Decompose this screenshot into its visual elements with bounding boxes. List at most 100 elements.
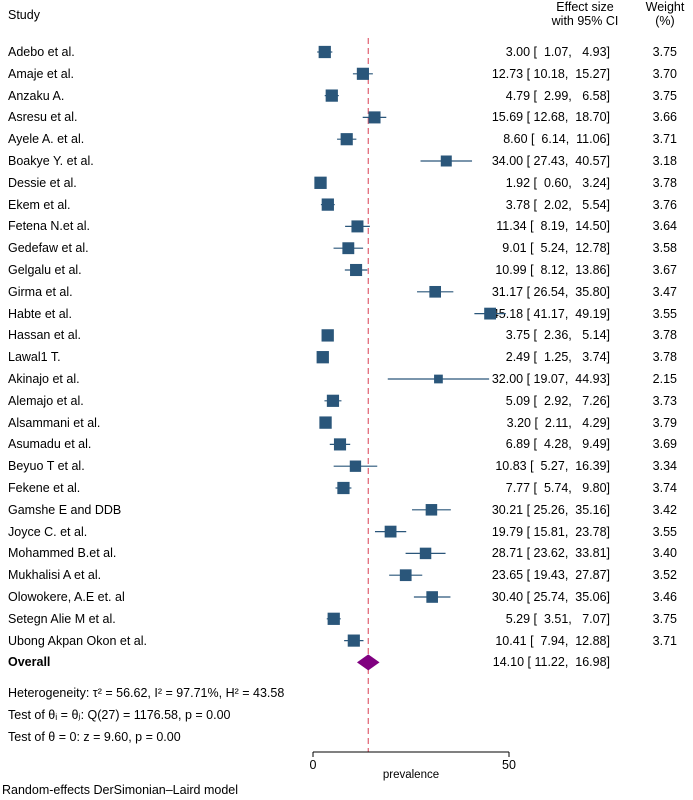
study-label: Hassan et al.	[8, 328, 81, 343]
column-header-weight: Weight (%)	[640, 0, 690, 28]
study-weight: 3.75	[652, 45, 677, 59]
study-effect-ci: 11.34 [ 8.19, 14.50]	[496, 219, 610, 234]
study-effect-ci: 30.40 [ 25.74, 35.06]	[491, 590, 610, 604]
study-marker	[368, 111, 381, 124]
study-effect-ci: 30.21 [ 25.26, 35.16]	[491, 502, 610, 517]
study-effect-ci: 2.49 [ 1.25, 3.74]	[502, 350, 610, 365]
study-label: Lawal1 T.	[8, 350, 61, 365]
study-marker	[349, 460, 362, 472]
study-label: Olowokere, A.E et. al	[8, 590, 125, 604]
study-marker	[351, 220, 364, 233]
study-marker	[429, 285, 442, 298]
study-effect-ci: 10.41 [ 7.94, 12.88]	[495, 633, 610, 648]
study-weight: 2.15	[652, 372, 677, 386]
test-theta-i-stat: Test of θᵢ = θⱼ: Q(27) = 1176.58, p = 0.…	[8, 708, 231, 722]
study-label: Amaje et al.	[8, 66, 75, 81]
study-marker	[484, 307, 497, 320]
overall-effect-ci: 14.10 [ 11.22, 16.98]	[492, 655, 610, 670]
study-weight: 3.18	[652, 154, 677, 168]
study-label: Setegn Alie M et al.	[8, 611, 116, 626]
study-marker	[440, 155, 452, 167]
study-marker	[337, 481, 350, 495]
overall-diamond	[356, 654, 380, 671]
study-weight: 3.71	[652, 132, 677, 147]
study-marker	[333, 438, 347, 451]
study-effect-ci: 34.00 [ 27.43, 40.57]	[491, 154, 610, 168]
effect-size-header-line2: with 95% CI	[551, 14, 619, 28]
study-marker	[419, 547, 432, 560]
study-marker	[425, 504, 438, 516]
study-effect-ci: 3.78 [ 2.02, 5.54]	[502, 197, 610, 212]
study-weight: 3.64	[652, 219, 677, 234]
study-label: Habte et al.	[8, 306, 72, 321]
weight-header-line2: (%)	[655, 14, 675, 28]
study-marker	[326, 394, 340, 407]
study-label: Alemajo et al.	[8, 393, 84, 408]
study-marker	[356, 67, 369, 80]
study-effect-ci: 5.29 [ 3.51, 7.07]	[502, 611, 610, 626]
study-marker	[314, 176, 327, 189]
study-effect-ci: 10.83 [ 5.27, 16.39]	[495, 459, 610, 474]
study-weight: 3.74	[652, 481, 677, 495]
study-marker	[426, 591, 438, 603]
study-effect-ci: 4.79 [ 2.99, 6.58]	[502, 88, 610, 103]
study-weight: 3.42	[652, 502, 677, 517]
study-effect-ci: 45.18 [ 41.17, 49.19]	[491, 306, 610, 321]
study-label: Ekem et al.	[8, 197, 71, 212]
study-weight: 3.67	[652, 263, 677, 277]
study-label: Fekene et al.	[8, 481, 81, 495]
study-weight: 3.46	[652, 590, 677, 604]
study-marker	[318, 45, 331, 59]
x-axis-label: prevalence	[383, 769, 439, 781]
study-marker	[319, 416, 332, 429]
study-label: Asumadu et al.	[8, 437, 92, 452]
x-tick-label: 0	[310, 758, 317, 772]
study-effect-ci: 23.65 [ 19.43, 27.87]	[491, 568, 610, 583]
study-weight: 3.75	[652, 88, 677, 103]
study-effect-ci: 3.75 [ 2.36, 5.14]	[502, 328, 610, 343]
study-marker	[384, 525, 397, 538]
study-weight: 3.34	[652, 459, 677, 474]
model-footnote: Random-effects DerSimonian–Laird model	[2, 783, 238, 797]
study-weight: 3.66	[652, 110, 677, 125]
study-marker	[321, 198, 334, 211]
study-label: Mukhalisi A et al.	[8, 568, 102, 583]
study-weight: 3.79	[652, 415, 677, 430]
study-marker	[399, 569, 412, 582]
study-weight: 3.58	[652, 241, 677, 256]
study-label: Asresu et al.	[8, 110, 78, 125]
study-label: Dessie et al.	[8, 175, 77, 190]
study-effect-ci: 5.09 [ 2.92, 7.26]	[502, 393, 610, 408]
study-effect-ci: 8.60 [ 6.14, 11.06]	[499, 132, 610, 147]
test-theta-0-stat: Test of θ = 0: z = 9.60, p = 0.00	[8, 730, 181, 744]
study-effect-ci: 15.69 [ 12.68, 18.70]	[491, 110, 610, 125]
study-weight: 3.71	[652, 633, 677, 648]
study-weight: 3.75	[652, 611, 677, 626]
study-weight: 3.69	[652, 437, 677, 452]
column-header-study: Study	[8, 8, 40, 22]
study-label: Anzaku A.	[8, 88, 65, 103]
study-label: Beyuo T et al.	[8, 459, 85, 474]
study-marker	[347, 634, 360, 647]
study-marker	[325, 89, 338, 102]
study-weight: 3.47	[652, 284, 677, 299]
study-weight: 3.55	[652, 524, 677, 539]
study-effect-ci: 7.77 [ 5.74, 9.80]	[502, 481, 610, 495]
study-effect-ci: 3.00 [ 1.07, 4.93]	[502, 45, 610, 59]
study-label: Fetena N.et al.	[8, 219, 90, 234]
study-weight: 3.78	[652, 175, 677, 190]
weight-header-line1: Weight	[645, 0, 685, 14]
study-weight: 3.55	[652, 306, 677, 321]
x-tick-label: 50	[502, 758, 516, 772]
study-effect-ci: 6.89 [ 4.28, 9.49]	[502, 437, 610, 452]
study-effect-ci: 28.71 [ 23.62, 33.81]	[491, 546, 610, 561]
study-effect-ci: 32.00 [ 19.07, 44.93]	[491, 372, 610, 386]
study-weight: 3.73	[652, 393, 677, 408]
study-marker	[340, 133, 353, 146]
study-weight: 3.52	[652, 568, 677, 583]
study-label: Ayele A. et al.	[8, 132, 85, 147]
study-marker	[350, 263, 363, 277]
study-marker	[316, 351, 329, 364]
overall-label: Overall	[8, 655, 51, 670]
